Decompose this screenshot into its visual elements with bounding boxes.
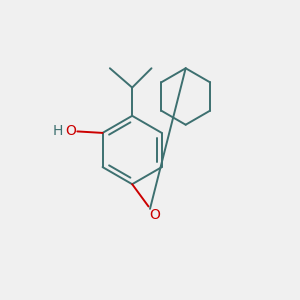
- Text: H: H: [53, 124, 63, 138]
- Text: O: O: [65, 124, 76, 138]
- Text: O: O: [149, 208, 160, 222]
